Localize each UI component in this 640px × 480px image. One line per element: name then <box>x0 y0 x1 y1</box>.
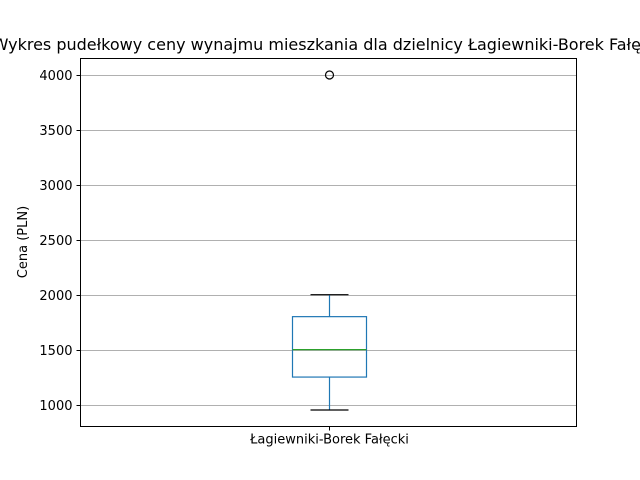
iqr-box <box>291 316 368 378</box>
gridlines <box>80 75 577 406</box>
chart-title: Wykres pudełkowy ceny wynajmu mieszkania… <box>0 35 640 54</box>
outlier-point <box>324 70 335 80</box>
y-axis-label: Cena (PLN) <box>16 206 31 278</box>
y-axis-ticks: 1000 1500 2000 2500 3000 3500 4000 <box>39 69 81 414</box>
x-tick-label: Łagiewniki-Borek Fałęcki <box>249 433 409 448</box>
y-tick-label: 1000 <box>39 399 72 414</box>
y-tick-label: 4000 <box>39 69 72 84</box>
y-tick-label: 2500 <box>39 234 72 249</box>
y-tick-label: 3500 <box>39 124 72 139</box>
box-group <box>291 70 368 411</box>
y-tick-label: 1500 <box>39 344 72 359</box>
plot-frame <box>80 58 577 427</box>
y-tick-label: 2000 <box>39 289 72 304</box>
x-axis-ticks: Łagiewniki-Borek Fałęcki <box>249 426 409 448</box>
y-tick-label: 3000 <box>39 179 72 194</box>
